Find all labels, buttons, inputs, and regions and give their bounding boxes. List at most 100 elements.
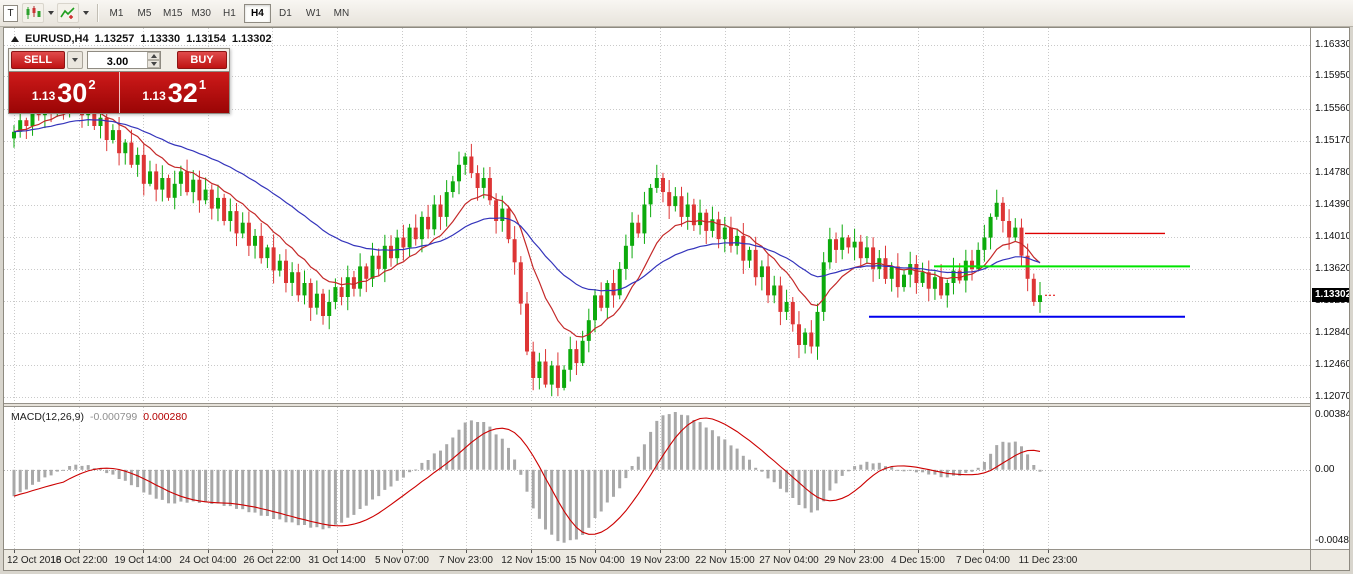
price-tick-label: 1.14780 [1315, 167, 1349, 178]
toolbar: T M1 M5 M15 M30 H1 H4 D1 W1 MN [0, 0, 1353, 27]
timeframe-d1[interactable]: D1 [279, 7, 292, 19]
time-tickmark [143, 550, 144, 553]
macd-signal-value: 0.000280 [143, 411, 188, 423]
price-tick-label: 1.15170 [1315, 135, 1349, 146]
volume-increase-button[interactable] [147, 52, 160, 60]
timeframe-m15[interactable]: M15 [163, 7, 183, 19]
time-tick-label: 29 Nov 23:00 [824, 555, 884, 566]
current-price-tag: 1.13302 [1312, 288, 1349, 302]
sell-price-tile[interactable]: 1.13 30 2 [9, 72, 120, 113]
price-scale[interactable]: 1.13302 0.003847 0.00 -0.004856 1.16330 1… [1310, 28, 1349, 549]
time-tick-label: 19 Oct 14:00 [114, 555, 172, 566]
time-tickmark [79, 550, 80, 553]
time-tick-label: 7 Nov 23:00 [439, 555, 493, 566]
volume-spinner [147, 52, 160, 68]
indicator-icon [60, 7, 75, 19]
macd-main-value: -0.000799 [89, 411, 138, 423]
volume-field [87, 51, 161, 70]
time-tickmark [983, 550, 984, 553]
macd-chart-canvas[interactable] [4, 407, 1310, 549]
volume-decrease-button[interactable] [147, 60, 160, 68]
price-tick-label: 1.14010 [1315, 231, 1349, 242]
buy-price-big: 32 [167, 77, 198, 108]
price-tick-label: 1.16330 [1315, 39, 1349, 50]
price-tick-label: 1.12070 [1315, 391, 1349, 402]
time-tick-label: 12 Nov 15:00 [501, 555, 561, 566]
timeframe-h4[interactable]: H4 [243, 3, 271, 23]
price-tick-label: 1.14390 [1315, 199, 1349, 210]
time-tick-label: 11 Dec 23:00 [1018, 555, 1078, 566]
buy-price-prefix: 1.13 [142, 88, 166, 103]
sell-button[interactable]: SELL [11, 51, 65, 69]
one-click-trade-panel: SELL BUY 1.13 30 2 1.13 [8, 48, 230, 114]
time-axis[interactable]: 12 Oct 2018 16 Oct 22:00 19 Oct 14:00 24 Oc… [4, 549, 1349, 570]
chart-area: 12 Oct 2018 16 Oct 22:00 19 Oct 14:00 24 Oc… [4, 28, 1349, 570]
timeframe-m1[interactable]: M1 [109, 7, 124, 19]
toolbar-separator [97, 4, 98, 22]
macd-scale-max: 0.003847 [1315, 409, 1349, 420]
pane-splitter[interactable] [4, 403, 1349, 407]
price-tick-label: 1.12460 [1315, 359, 1349, 370]
macd-histogram [12, 412, 1042, 543]
time-tick-label: 15 Nov 04:00 [565, 555, 625, 566]
price-tick-label: 1.13620 [1315, 263, 1349, 274]
time-tickmark [466, 550, 467, 553]
price-tick-label: 1.15560 [1315, 103, 1349, 114]
timeframe-h1[interactable]: H1 [223, 7, 236, 19]
indicators-button[interactable] [57, 3, 79, 23]
axis-divider [1310, 550, 1311, 570]
time-tickmark [337, 550, 338, 553]
chart-info: EURUSD,H4 1.13257 1.13330 1.13154 1.1330… [11, 33, 272, 45]
sell-price-pipette: 2 [88, 77, 96, 92]
ohlc-close: 1.13302 [231, 33, 272, 45]
indicators-dropdown[interactable] [79, 3, 92, 23]
sell-price-prefix: 1.13 [31, 88, 56, 103]
bid-ask-prices: 1.13 30 2 1.13 32 1 [9, 71, 229, 113]
price-tick-label: 1.15950 [1315, 70, 1349, 81]
window-button[interactable]: T [3, 4, 18, 22]
buy-price-pipette: 1 [198, 77, 207, 92]
time-tickmark [1048, 550, 1049, 553]
time-tick-label: 27 Nov 04:00 [759, 555, 819, 566]
time-tick-label: 7 Dec 04:00 [956, 555, 1010, 566]
order-type-dropdown[interactable] [67, 51, 83, 69]
time-tickmark [595, 550, 596, 553]
timeframe-mn[interactable]: MN [333, 7, 350, 19]
timeframe-m30[interactable]: M30 [191, 7, 211, 19]
symbol-marker-icon [11, 36, 19, 42]
buy-button[interactable]: BUY [177, 51, 227, 69]
time-tick-label: 5 Nov 07:00 [375, 555, 429, 566]
time-tickmark [725, 550, 726, 553]
time-tickmark [789, 550, 790, 553]
time-tickmark [854, 550, 855, 553]
buy-price-tile[interactable]: 1.13 32 1 [119, 72, 229, 113]
time-tick-label: 4 Dec 15:00 [891, 555, 945, 566]
chart-type-button[interactable] [22, 3, 44, 23]
chart-type-dropdown[interactable] [44, 3, 57, 23]
time-tickmark [208, 550, 209, 553]
timeframe-w1[interactable]: W1 [305, 7, 321, 19]
macd-scale-min: -0.004856 [1315, 535, 1349, 546]
ohlc-open: 1.13257 [94, 33, 135, 45]
time-tick-label: 24 Oct 04:00 [179, 555, 237, 566]
time-tick-label: 22 Nov 15:00 [695, 555, 755, 566]
macd-indicator-label: MACD(12,26,9) -0.000799 0.000280 [11, 411, 187, 423]
timeframe-m5[interactable]: M5 [137, 7, 152, 19]
macd-name: MACD(12,26,9) [11, 411, 84, 423]
time-tick-label: 19 Nov 23:00 [630, 555, 690, 566]
time-tick-label: 31 Oct 14:00 [308, 555, 366, 566]
time-tick-label: 12 Oct 2018 [7, 555, 62, 566]
macd-scale-zero: 0.00 [1315, 464, 1335, 475]
ohlc-low: 1.13154 [186, 33, 226, 45]
time-tickmark [660, 550, 661, 553]
time-tickmark [531, 550, 532, 553]
macd-pane[interactable] [4, 407, 1310, 549]
trade-panel-controls: SELL BUY [9, 49, 229, 71]
time-tick-label: 26 Oct 22:00 [243, 555, 301, 566]
price-tick-label: 1.12840 [1315, 327, 1349, 338]
volume-input[interactable] [88, 54, 160, 70]
time-tickmark [272, 550, 273, 553]
ohlc-high: 1.13330 [140, 33, 181, 45]
timeframe-buttons: M1 M5 M15 M30 H1 H4 D1 W1 MN [103, 3, 355, 23]
